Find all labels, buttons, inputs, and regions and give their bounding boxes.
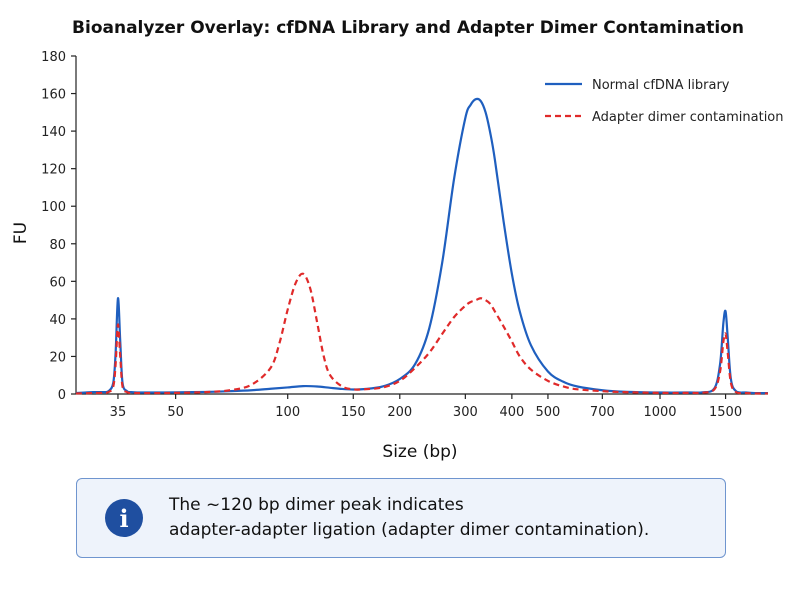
x-tick-label: 300 — [453, 405, 478, 420]
y-tick-label: 40 — [49, 313, 66, 328]
x-tick-label: 400 — [499, 405, 524, 420]
series-line-normal-cfdna — [75, 97, 769, 395]
info-icon: i — [105, 499, 143, 537]
x-tick-label: 200 — [387, 405, 412, 420]
bioanalyzer-chart: Bioanalyzer Overlay: cfDNA Library and A… — [11, 18, 784, 462]
legend-label: Adapter dimer contamination — [592, 110, 784, 125]
chart-title: Bioanalyzer Overlay: cfDNA Library and A… — [72, 18, 744, 38]
y-axis-label: FU — [11, 222, 31, 244]
info-text: The ~120 bp dimer peak indicates adapter… — [169, 493, 649, 543]
info-callout: i The ~120 bp dimer peak indicates adapt… — [76, 478, 726, 558]
y-tick-label: 0 — [58, 388, 66, 403]
series-line-adapter-dimer — [75, 272, 769, 395]
y-tick-label: 60 — [49, 275, 66, 290]
x-axis-ticks: 35 50 100 150 200 300 400 500 700 1000 1500 — [110, 394, 742, 420]
y-axis-ticks: 0 20 40 60 80 100 120 140 160 180 — [41, 50, 76, 403]
legend-label: Normal cfDNA library — [592, 78, 730, 93]
info-line-1: The ~120 bp dimer peak indicates — [169, 495, 464, 515]
x-tick-label: 150 — [341, 405, 366, 420]
y-tick-label: 100 — [41, 200, 66, 215]
x-tick-label: 50 — [167, 405, 184, 420]
y-tick-label: 20 — [49, 350, 66, 365]
info-line-2: adapter-adapter ligation (adapter dimer … — [169, 520, 650, 540]
legend: Normal cfDNA library Adapter dimer contam… — [545, 78, 784, 125]
x-tick-label: 700 — [590, 405, 615, 420]
x-axis-label: Size (bp) — [382, 442, 457, 462]
y-tick-label: 160 — [41, 88, 66, 103]
x-tick-label: 500 — [536, 405, 561, 420]
y-tick-label: 120 — [41, 163, 66, 178]
x-tick-label: 35 — [110, 405, 127, 420]
x-tick-label: 1500 — [709, 405, 742, 420]
y-tick-label: 140 — [41, 125, 66, 140]
y-tick-label: 80 — [49, 238, 66, 253]
series-group — [75, 97, 769, 395]
x-tick-label: 1000 — [643, 405, 676, 420]
y-tick-label: 180 — [41, 50, 66, 65]
x-tick-label: 100 — [275, 405, 300, 420]
